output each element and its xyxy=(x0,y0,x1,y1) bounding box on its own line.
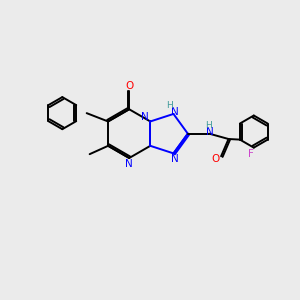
Text: H: H xyxy=(205,122,212,130)
Text: N: N xyxy=(125,159,133,169)
Text: H: H xyxy=(167,101,173,110)
Text: N: N xyxy=(141,112,149,122)
Text: N: N xyxy=(171,154,179,164)
Text: O: O xyxy=(125,80,133,91)
Text: N: N xyxy=(171,106,179,117)
Text: F: F xyxy=(248,149,254,159)
Text: N: N xyxy=(206,128,214,137)
Text: O: O xyxy=(212,154,220,164)
